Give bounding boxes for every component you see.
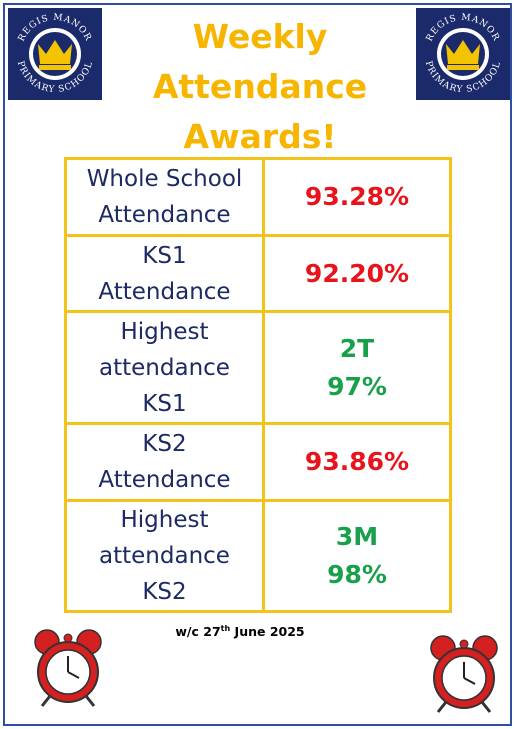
clock-icon <box>430 635 498 713</box>
row-label: Highest attendance KS1 <box>64 310 265 425</box>
value-line: 93.28% <box>304 182 410 211</box>
footer-date: w/c 27 <box>175 624 221 640</box>
value-line: 92.20% <box>304 258 410 288</box>
attendance-table: Whole School Attendance 93.28% KS1 Attendanc… <box>64 157 452 613</box>
logo-crown-base <box>447 65 479 70</box>
value-line: 98% <box>327 560 387 589</box>
table-row: KS1 Attendance 92.20% <box>64 234 452 313</box>
label-line: Attendance <box>98 278 231 305</box>
label-line: KS2 <box>142 579 187 605</box>
table-row: Whole School Attendance 93.28% <box>64 157 452 237</box>
logo-crown <box>38 40 72 64</box>
footer-date: June 2025 <box>230 624 305 640</box>
table-row: Highest attendance KS2 3M 98% <box>64 499 452 613</box>
value-line: 2T <box>339 333 375 363</box>
row-value: 92.20% <box>262 234 452 313</box>
row-value: 2T 97% <box>262 310 452 425</box>
label-line: attendance <box>99 354 230 381</box>
row-label: KS2 Attendance <box>64 422 265 502</box>
alarm-clock <box>34 629 102 707</box>
label-line: KS1 <box>142 242 187 269</box>
value-line: 3M <box>335 522 379 551</box>
title-line: Awards! <box>183 117 337 156</box>
value-line: 93.86% <box>304 447 410 476</box>
label-line: Highest <box>120 318 209 345</box>
title: Weekly Attendance Awards! <box>110 12 410 162</box>
label-line: Whole School <box>86 166 243 192</box>
logo-crown <box>446 40 480 64</box>
row-value: 3M 98% <box>262 499 452 613</box>
title-line: Attendance <box>152 67 368 106</box>
clock-icon <box>34 629 102 707</box>
label-line: Attendance <box>98 467 231 493</box>
label-line: Highest <box>120 507 209 533</box>
row-label: Whole School Attendance <box>64 157 265 237</box>
table-row: KS2 Attendance 93.86% <box>64 422 452 502</box>
table-row: Highest attendance KS1 2T 97% <box>64 310 452 425</box>
footer: w/c 27th June 2025 <box>140 624 340 639</box>
title-line: Weekly <box>192 17 328 56</box>
label-line: Attendance <box>98 202 231 228</box>
row-label: KS1 Attendance <box>64 234 265 313</box>
row-label: Highest attendance KS2 <box>64 499 265 613</box>
logo-crown-base <box>39 65 71 70</box>
alarm-clock <box>430 635 498 713</box>
row-value: 93.86% <box>262 422 452 502</box>
footer-date-suffix: th <box>220 624 231 633</box>
page-frame <box>3 3 512 726</box>
label-line: attendance <box>99 543 230 569</box>
label-line: KS1 <box>142 390 187 417</box>
row-value: 93.28% <box>262 157 452 237</box>
value-line: 97% <box>327 371 387 401</box>
label-line: KS2 <box>142 431 187 457</box>
